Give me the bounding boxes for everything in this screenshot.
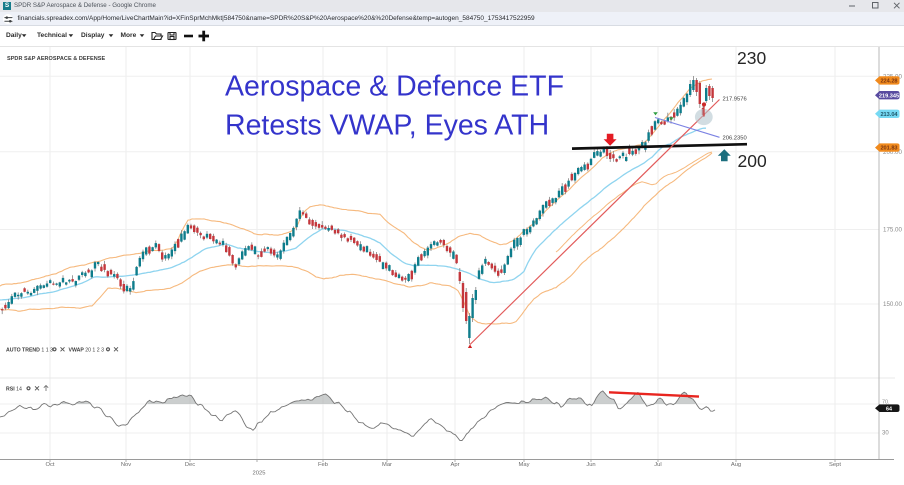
svg-text:64: 64 bbox=[886, 406, 892, 412]
svg-text:224.28: 224.28 bbox=[880, 79, 897, 85]
svg-text:May: May bbox=[519, 462, 530, 468]
svg-text:230: 230 bbox=[737, 48, 766, 68]
svg-text:Apr: Apr bbox=[450, 462, 459, 468]
svg-text:Feb: Feb bbox=[318, 462, 328, 468]
svg-text:213.04: 213.04 bbox=[880, 112, 898, 118]
svg-text:Aug: Aug bbox=[731, 462, 741, 468]
svg-text:30: 30 bbox=[882, 431, 889, 437]
svg-text:RSI 14: RSI 14 bbox=[6, 386, 22, 392]
svg-text:Mar: Mar bbox=[382, 462, 392, 468]
svg-text:Retests VWAP, Eyes ATH: Retests VWAP, Eyes ATH bbox=[225, 110, 549, 142]
svg-text:Jul: Jul bbox=[654, 462, 661, 468]
svg-text:217.9576: 217.9576 bbox=[723, 97, 747, 103]
svg-text:AUTO TREND 1 1 3: AUTO TREND 1 1 3 bbox=[6, 347, 53, 353]
svg-text:150.00: 150.00 bbox=[883, 301, 902, 308]
svg-text:VWAP 20 1 2 3: VWAP 20 1 2 3 bbox=[69, 347, 105, 353]
svg-text:Dec: Dec bbox=[185, 462, 195, 468]
svg-text:SPDR S&P AEROSPACE & DEFENSE: SPDR S&P AEROSPACE & DEFENSE bbox=[7, 56, 105, 62]
svg-text:2025: 2025 bbox=[253, 471, 266, 477]
svg-text:Oct: Oct bbox=[45, 462, 54, 468]
svg-text:201.83: 201.83 bbox=[880, 146, 897, 152]
svg-text:219.345: 219.345 bbox=[879, 93, 899, 99]
svg-text:200.00: 200.00 bbox=[883, 149, 902, 156]
svg-text:206.2350: 206.2350 bbox=[723, 135, 747, 141]
svg-text:Jun: Jun bbox=[586, 462, 595, 468]
svg-text:200: 200 bbox=[738, 151, 767, 171]
svg-text:Aerospace & Defence ETF: Aerospace & Defence ETF bbox=[225, 71, 564, 103]
svg-text:70.: 70. bbox=[882, 400, 890, 406]
svg-text:Nov: Nov bbox=[121, 462, 131, 468]
svg-text:175.00: 175.00 bbox=[883, 227, 902, 234]
svg-text:Sept: Sept bbox=[829, 462, 841, 468]
